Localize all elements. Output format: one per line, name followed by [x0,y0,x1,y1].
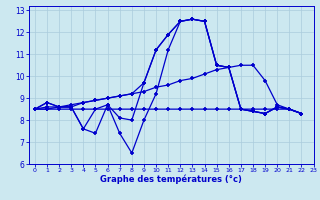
X-axis label: Graphe des températures (°c): Graphe des températures (°c) [100,175,242,184]
